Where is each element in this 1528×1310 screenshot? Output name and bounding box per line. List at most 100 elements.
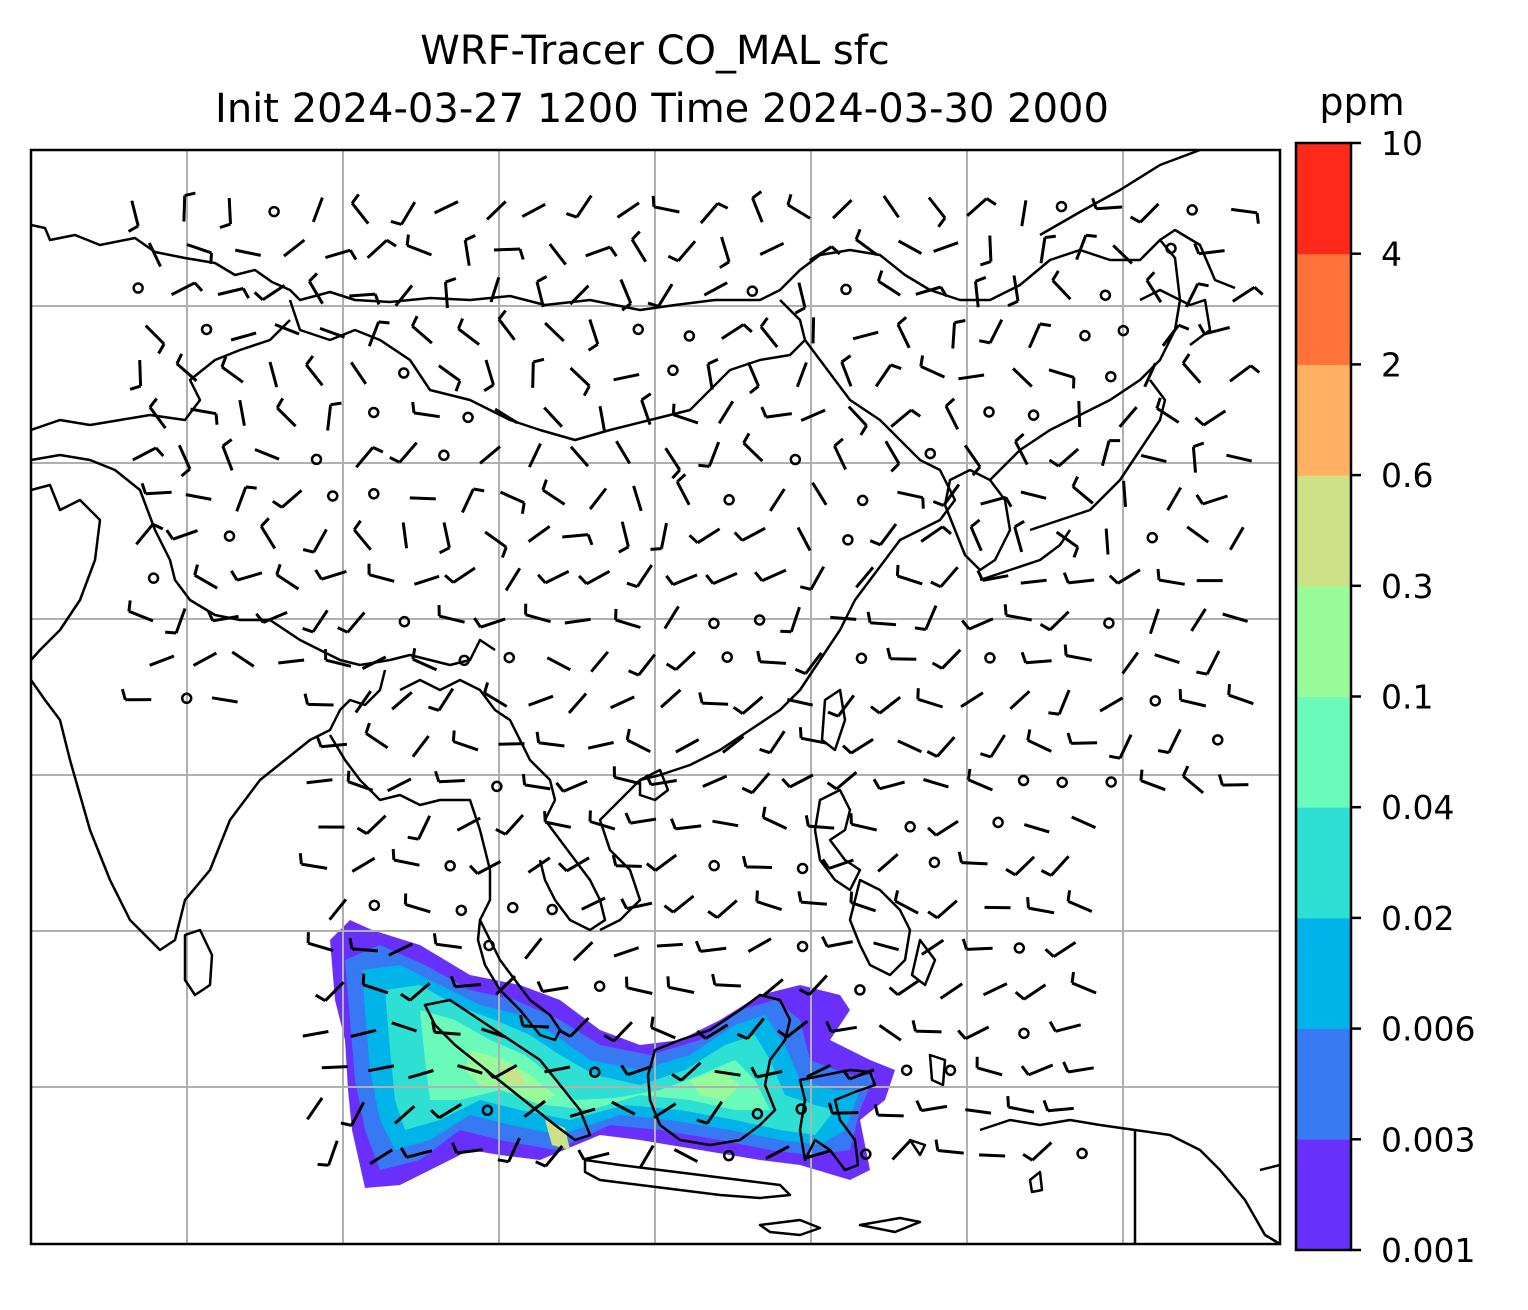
wind-barb [676, 740, 699, 752]
wind-barb [667, 652, 695, 670]
wind-barb [968, 769, 992, 790]
wind-barb [1053, 271, 1071, 299]
wind-barb [734, 697, 763, 714]
wind-barb [1106, 529, 1108, 555]
wind-barb [961, 693, 983, 707]
calm-circle [902, 1066, 911, 1075]
calm-circle [858, 496, 867, 505]
wind-barb [743, 856, 772, 867]
wind-barb [1041, 612, 1069, 630]
wind-barb [557, 781, 588, 791]
calm-circle [798, 942, 807, 951]
wind-barb [1008, 1096, 1034, 1112]
wind-barb [589, 320, 598, 351]
wind-barb [830, 617, 856, 619]
colorbar-tick-label: 0.001 [1381, 1231, 1475, 1270]
wind-barb [664, 896, 693, 912]
calm-circle [1101, 291, 1110, 300]
wind-barb [1010, 691, 1029, 709]
wind-barb [849, 407, 867, 435]
wind-barb [284, 240, 304, 256]
wind-barb [921, 356, 945, 378]
wind-barb [218, 289, 249, 299]
wind-barb [1193, 443, 1203, 473]
wind-barb [307, 780, 333, 783]
calm-circle [505, 653, 514, 662]
wind-barb [661, 690, 680, 707]
wind-barb [240, 400, 245, 426]
wind-barb [470, 862, 500, 874]
wind-barb [782, 775, 813, 787]
wind-barb [842, 356, 851, 387]
wind-barb [529, 526, 550, 541]
wind-barb [928, 901, 957, 918]
wind-barb [277, 564, 299, 589]
wind-barb [958, 375, 984, 379]
wind-barbs [122, 192, 1262, 1169]
wind-barb [700, 692, 728, 704]
wind-barb [763, 807, 787, 829]
wind-barb [953, 321, 966, 349]
colorbar-segment [1296, 586, 1351, 697]
wind-barb [744, 433, 763, 461]
wind-barb [653, 196, 679, 212]
wind-barb [352, 194, 368, 223]
wind-barb [543, 480, 565, 505]
wind-barb [979, 1155, 1005, 1156]
wind-barb [719, 401, 733, 423]
wind-barb [538, 982, 568, 992]
wind-barb [1123, 653, 1138, 674]
wind-barb [980, 236, 991, 265]
wind-barb [133, 448, 163, 460]
wind-barb [627, 729, 650, 752]
title-line-1: WRF-Tracer CO_MAL sfc [420, 28, 890, 74]
wind-barb [407, 235, 431, 255]
wind-barb [1005, 604, 1032, 620]
wind-barb [445, 568, 475, 583]
calm-circle [270, 207, 279, 216]
calm-circle [1213, 735, 1222, 744]
wind-barb [706, 573, 737, 583]
wind-barb [897, 565, 922, 584]
wind-barb [533, 359, 544, 388]
wind-barb [1079, 401, 1080, 427]
wind-barb [458, 319, 479, 345]
wind-barb [1022, 200, 1026, 226]
calm-circle [798, 864, 807, 873]
wind-barb [931, 567, 958, 587]
wind-barb [787, 700, 812, 706]
wind-barb [142, 483, 172, 493]
wind-barb [1046, 942, 1076, 956]
wind-barb [222, 357, 243, 383]
wind-barb [322, 1067, 348, 1068]
wind-barb [880, 1025, 901, 1040]
calm-circle [634, 325, 643, 334]
wind-barb [801, 410, 825, 420]
wind-barb [405, 893, 430, 912]
wind-barb [391, 202, 415, 224]
wind-barb [566, 196, 591, 218]
wind-barb [303, 1032, 329, 1037]
calm-circle [508, 903, 517, 912]
wind-barb [1021, 580, 1047, 583]
wind-barb [976, 277, 986, 307]
wind-barb [439, 366, 460, 391]
wind-barb [1021, 492, 1046, 498]
wind-barb [1231, 209, 1258, 223]
wind-barb [918, 688, 943, 707]
wind-barb [1150, 609, 1158, 634]
wind-barb [871, 697, 900, 713]
wind-barb [325, 250, 356, 259]
colorbar-tick-label: 0.04 [1381, 788, 1454, 827]
wind-barb [484, 360, 493, 391]
calm-circle [464, 413, 473, 422]
wind-barb [129, 600, 153, 621]
wind-barb [657, 944, 683, 946]
wind-barb [392, 692, 412, 709]
wind-barb [1064, 573, 1094, 583]
wind-barb [184, 193, 196, 222]
wind-barb [795, 283, 805, 313]
wind-barb [1168, 488, 1181, 511]
wind-barb [886, 441, 899, 471]
wind-barb [591, 652, 608, 672]
